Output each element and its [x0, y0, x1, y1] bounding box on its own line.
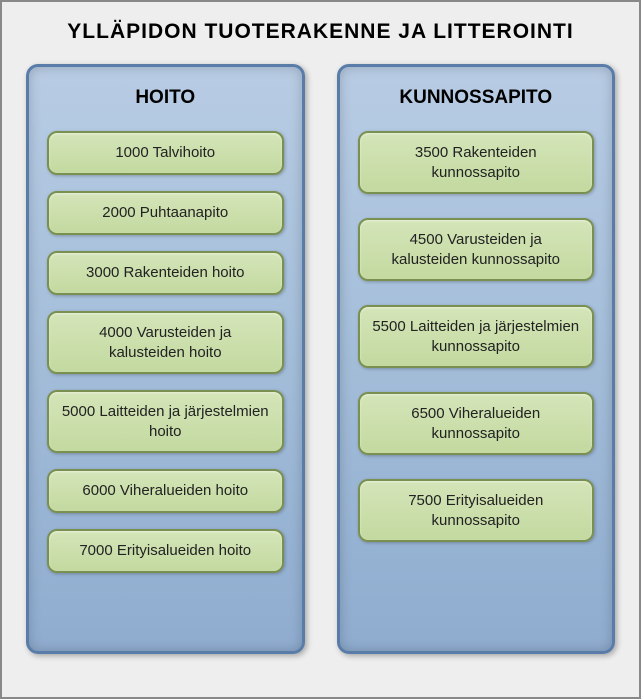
item-6000: 6000 Viheralueiden hoito	[47, 469, 284, 513]
item-4500: 4500 Varusteiden ja kalusteiden kunnossa…	[358, 218, 595, 281]
item-7000: 7000 Erityisalueiden hoito	[47, 529, 284, 573]
item-3500: 3500 Rakenteiden kunnossapito	[358, 131, 595, 194]
items-kunnossapito: 3500 Rakenteiden kunnossapito 4500 Varus…	[358, 131, 595, 542]
main-title: YLLÄPIDON TUOTERAKENNE JA LITTEROINTI	[26, 20, 615, 44]
column-kunnossapito: KUNNOSSAPITO 3500 Rakenteiden kunnossapi…	[337, 64, 616, 654]
item-2000: 2000 Puhtaanapito	[47, 191, 284, 235]
item-5500: 5500 Laitteiden ja järjestelmien kunnoss…	[358, 305, 595, 368]
item-1000: 1000 Talvihoito	[47, 131, 284, 175]
item-5000: 5000 Laitteiden ja järjestelmien hoito	[47, 390, 284, 453]
column-title-hoito: HOITO	[47, 87, 284, 109]
item-7500: 7500 Erityisalueiden kunnossapito	[358, 479, 595, 542]
column-title-kunnossapito: KUNNOSSAPITO	[358, 87, 595, 109]
item-3000: 3000 Rakenteiden hoito	[47, 251, 284, 295]
column-hoito: HOITO 1000 Talvihoito 2000 Puhtaanapito …	[26, 64, 305, 654]
items-hoito: 1000 Talvihoito 2000 Puhtaanapito 3000 R…	[47, 131, 284, 573]
columns-wrapper: HOITO 1000 Talvihoito 2000 Puhtaanapito …	[26, 64, 615, 654]
item-6500: 6500 Viheralueiden kunnossapito	[358, 392, 595, 455]
item-4000: 4000 Varusteiden ja kalusteiden hoito	[47, 311, 284, 374]
diagram-container: YLLÄPIDON TUOTERAKENNE JA LITTEROINTI HO…	[0, 0, 641, 699]
